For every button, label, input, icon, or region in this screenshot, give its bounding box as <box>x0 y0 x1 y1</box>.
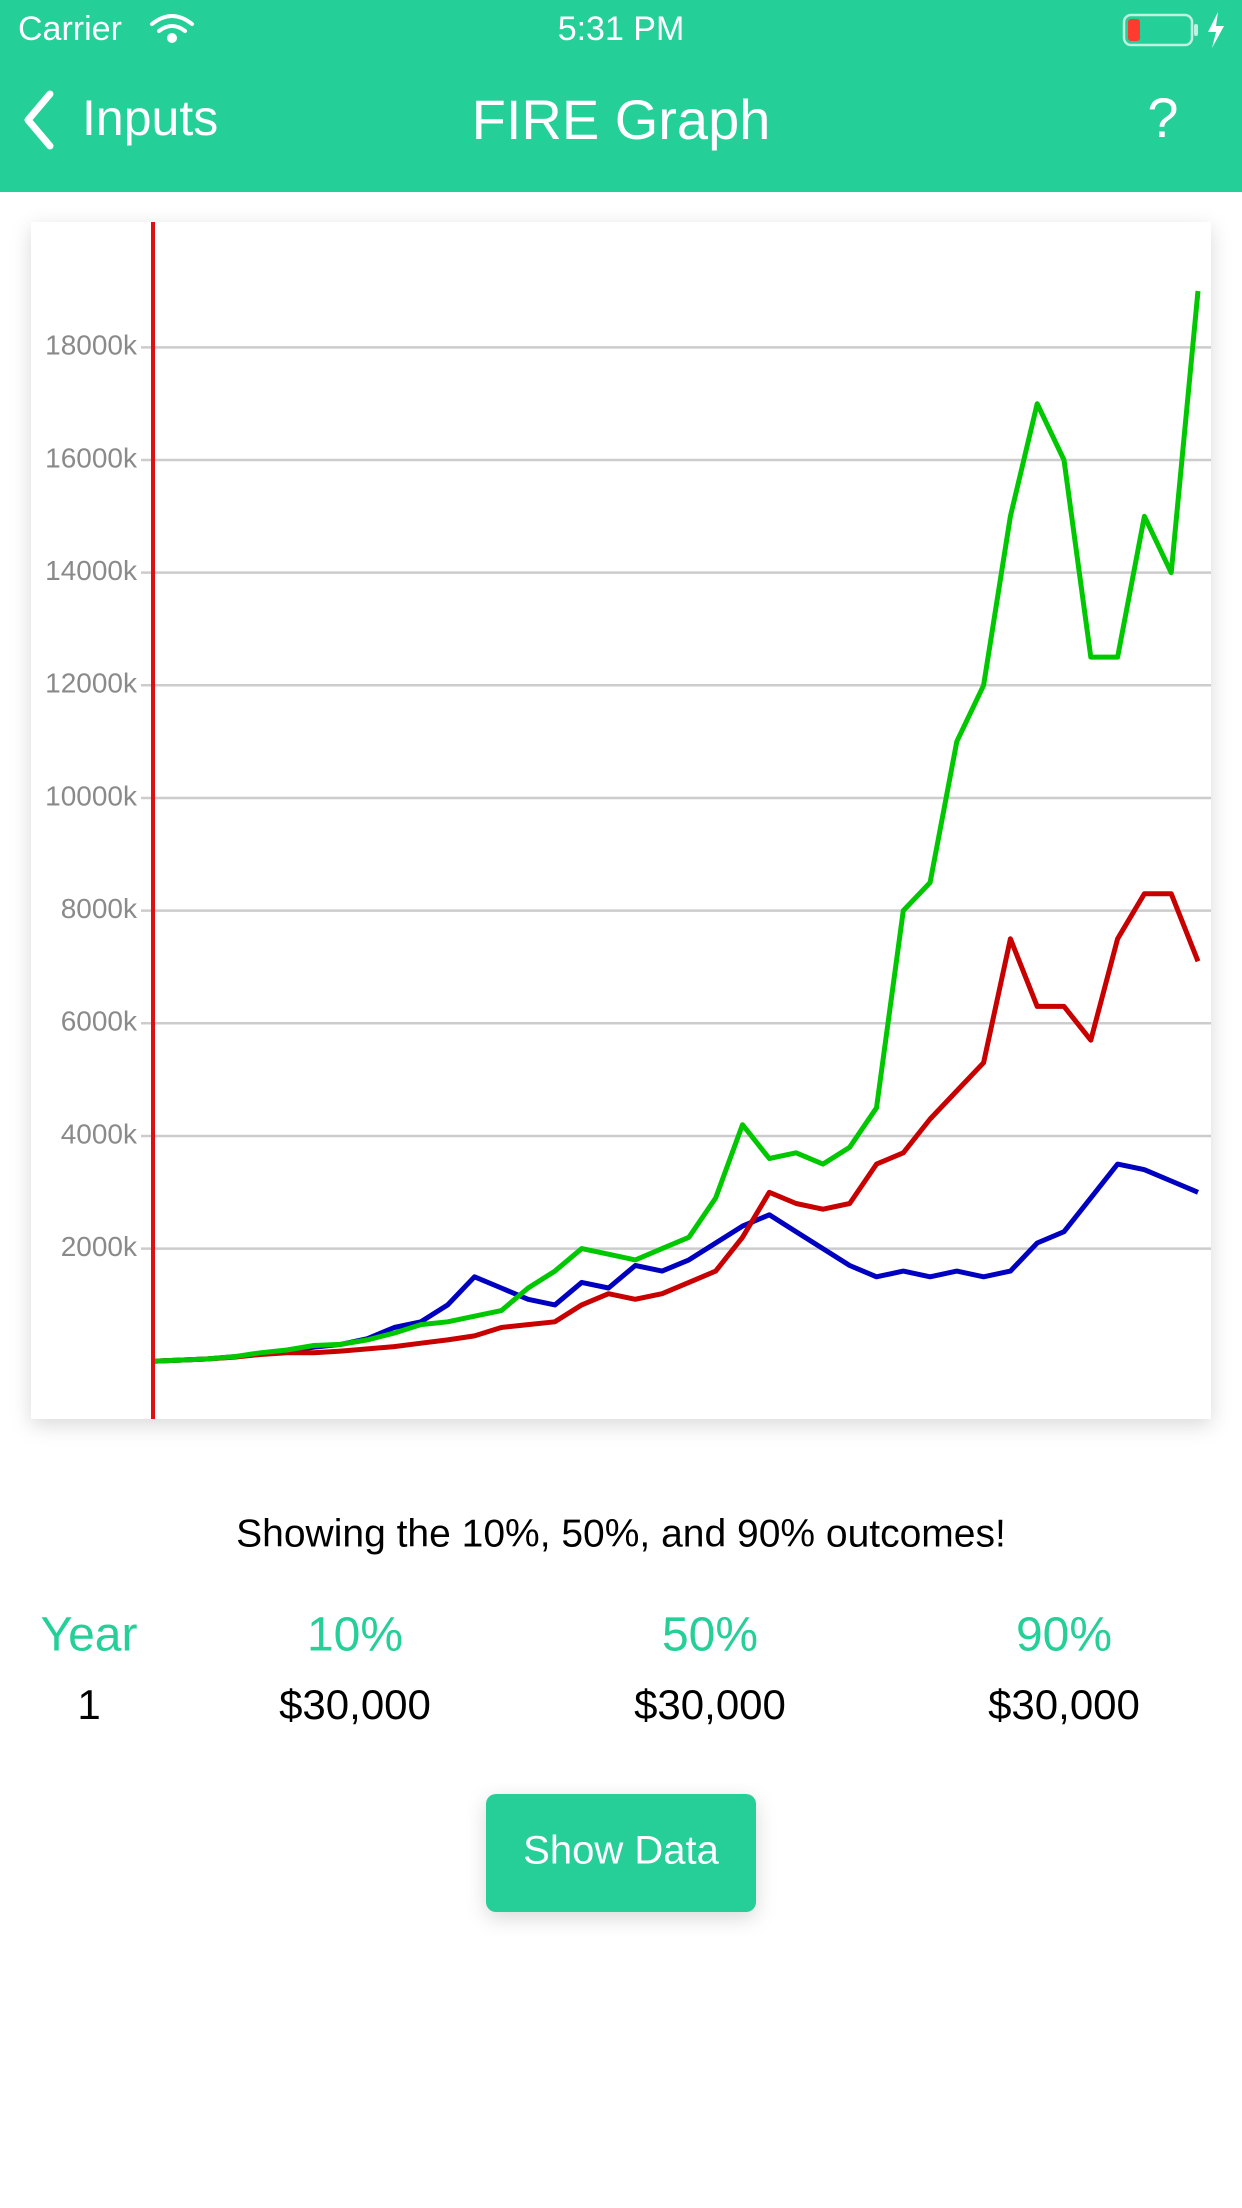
y-tick-label: 2000k <box>61 1231 138 1262</box>
y-tick-label: 12000k <box>45 668 138 699</box>
button-background[interactable] <box>486 1794 756 1912</box>
y-tick-label: 10000k <box>45 780 138 811</box>
y-tick-label: 16000k <box>45 442 138 473</box>
y-tick-label: 14000k <box>45 555 138 586</box>
nav-bar <box>0 0 1242 192</box>
help-button[interactable]: ? <box>1147 86 1178 149</box>
table-header: 50% <box>662 1609 758 1662</box>
series-line <box>152 891 1201 1364</box>
outcome-table: Year 10% 50% 90% 1 $30,000 $30,000 $30,000 <box>41 1609 1140 1728</box>
table-header: 10% <box>307 1609 403 1662</box>
show-data-button[interactable]: Show Data <box>486 1794 756 1912</box>
table-cell: $30,000 <box>988 1681 1140 1728</box>
table-header: 90% <box>1016 1609 1112 1662</box>
back-label[interactable]: Inputs <box>82 90 218 146</box>
y-tick-label: 8000k <box>61 893 138 924</box>
nav-title: FIRE Graph <box>472 88 771 151</box>
clock: 5:31 PM <box>558 10 685 48</box>
table-cell: 1 <box>77 1681 100 1728</box>
y-tick-label: 18000k <box>45 330 138 361</box>
button-label[interactable]: Show Data <box>523 1829 719 1873</box>
plot: 2000k 4000k 6000k 8000k 10000k 12000k 14000k 16… <box>45 290 1211 1364</box>
chart-card <box>31 222 1211 1419</box>
table-header: Year <box>41 1609 138 1662</box>
y-tick-label: 4000k <box>61 1118 138 1149</box>
y-tick-label: 6000k <box>61 1006 138 1037</box>
table-cell: $30,000 <box>279 1681 431 1728</box>
caption: Showing the 10%, 50%, and 90% outcomes! <box>236 1512 1006 1555</box>
wifi-icon <box>150 14 194 43</box>
back-button[interactable]: Inputs <box>24 90 218 150</box>
series-line <box>152 290 1201 1364</box>
table-cell: $30,000 <box>634 1681 786 1728</box>
carrier: Carrier <box>18 10 122 48</box>
battery-icon <box>1122 12 1224 48</box>
